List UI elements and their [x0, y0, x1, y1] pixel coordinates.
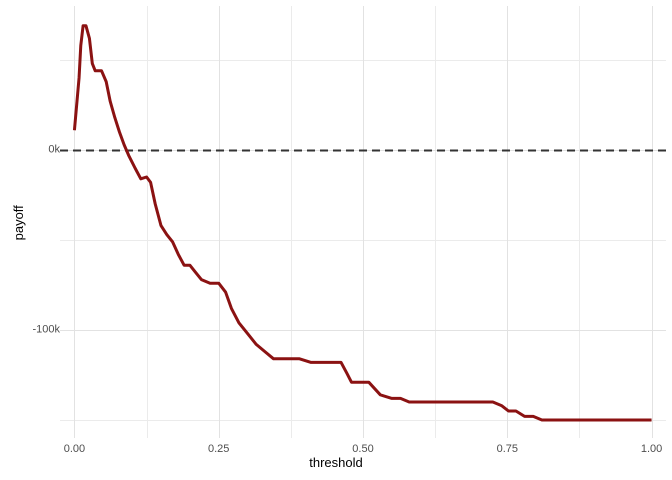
plot-panel: [60, 6, 666, 438]
payoff-line-series: [72, 24, 652, 422]
x-tick-label: 1.00: [640, 443, 663, 455]
plot-area-svg: [60, 6, 666, 438]
x-axis-title: threshold: [309, 455, 363, 470]
y-tick-label: 0k: [48, 143, 60, 156]
x-tick-label: 0.50: [352, 443, 374, 455]
x-tick-label: 0.25: [207, 443, 230, 455]
gridlines-major: [60, 6, 666, 438]
y-axis-title: payoff: [11, 205, 27, 241]
x-tick-label: 0.00: [63, 443, 86, 455]
y-tick-label: -100k: [32, 323, 60, 336]
x-tick-label: 0.75: [496, 443, 518, 455]
